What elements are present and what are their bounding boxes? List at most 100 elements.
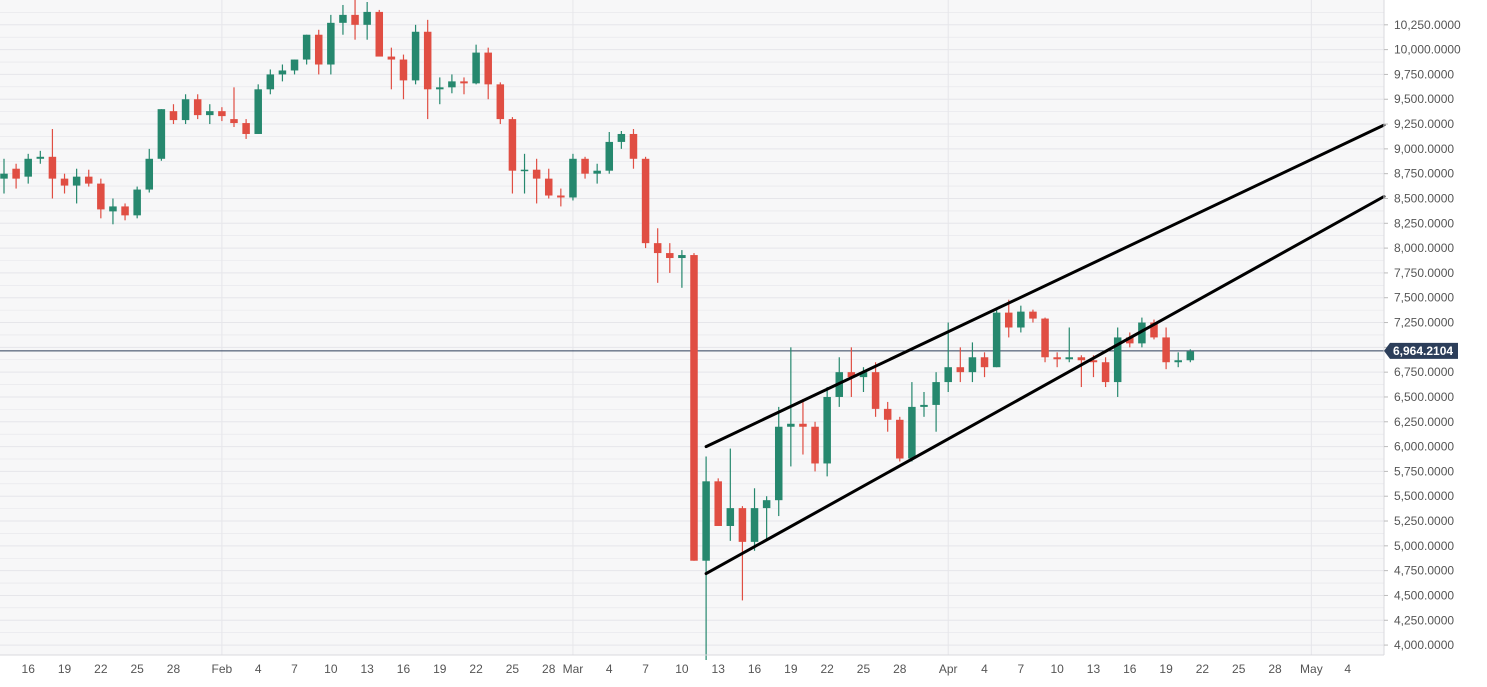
y-tick-label: 4,250.0000 <box>1394 613 1454 627</box>
x-tick-label: 16 <box>397 662 411 676</box>
candle <box>823 387 831 477</box>
y-axis: 10,250.0000 10,000.0000 9,750.0000 9,500.00… <box>1383 0 1461 655</box>
candle-body <box>1162 337 1170 363</box>
candle-body <box>1004 312 1013 328</box>
candle-body <box>774 426 783 501</box>
candle <box>351 0 359 40</box>
y-tick-label: 10,000.0000 <box>1394 43 1461 57</box>
candle-body <box>193 99 202 116</box>
candle <box>399 54 408 100</box>
candle <box>72 168 81 204</box>
x-axis: 16 19 22 25 28 Feb 4 7 10 13 16 19 22 25 28 Mar 4 7 10 13 16… <box>0 654 1384 676</box>
x-tick-label: 25 <box>857 662 871 676</box>
candle <box>423 19 432 120</box>
candle-body <box>871 372 880 409</box>
candle <box>1174 352 1182 368</box>
candle-body <box>84 176 93 184</box>
candle <box>1126 332 1134 348</box>
candle <box>992 307 1001 368</box>
candle-body <box>1065 357 1074 360</box>
candle-body <box>544 178 553 196</box>
candle <box>290 59 299 75</box>
x-tick-label: 22 <box>94 662 108 676</box>
candle <box>774 406 783 517</box>
candle <box>1101 357 1110 388</box>
candle <box>254 84 262 134</box>
candle-body <box>787 423 795 427</box>
candle-body <box>363 11 371 25</box>
candle-body <box>653 243 662 254</box>
candle-body <box>847 372 856 378</box>
y-tick-label: 5,250.0000 <box>1394 514 1454 528</box>
x-tick-label: 7 <box>1017 662 1024 676</box>
candle <box>520 153 529 194</box>
x-tick-label: 13 <box>712 662 726 676</box>
candle-body <box>496 84 505 120</box>
candle-body <box>1089 360 1098 363</box>
trendline[interactable] <box>704 195 1386 576</box>
y-tick-label: 10,250.0000 <box>1394 18 1461 32</box>
candle-body <box>678 255 686 259</box>
candle <box>266 69 275 95</box>
candle <box>193 94 202 120</box>
candle-body <box>1077 357 1086 361</box>
candle <box>133 186 141 219</box>
candle <box>1162 327 1170 370</box>
candle <box>97 178 105 219</box>
price-tag-background <box>1384 342 1458 359</box>
x-tick-label: 19 <box>433 662 447 676</box>
x-tick-label: 4 <box>606 662 613 676</box>
candle <box>375 9 384 57</box>
y-tick-label: 7,250.0000 <box>1394 316 1454 330</box>
candle-body <box>896 419 904 459</box>
x-tick-label: Feb <box>212 662 233 676</box>
trendline[interactable] <box>704 123 1386 449</box>
candle-body <box>641 158 650 244</box>
x-tick-label: 28 <box>893 662 907 676</box>
candle <box>544 168 553 199</box>
candle-body <box>1017 311 1025 328</box>
candle-body <box>206 111 214 116</box>
candle <box>871 362 880 417</box>
candle-body <box>436 87 444 90</box>
candle-body <box>738 508 747 542</box>
candle <box>230 87 238 128</box>
candle <box>60 173 69 194</box>
candle <box>1017 305 1025 333</box>
x-tick-label: 13 <box>360 662 374 676</box>
candle <box>811 421 819 472</box>
candle-body <box>726 508 735 526</box>
x-tick-label: 4 <box>255 662 262 676</box>
candle-body <box>460 81 468 84</box>
candle-body <box>327 22 335 65</box>
candle <box>799 398 807 455</box>
x-tick-label: 22 <box>820 662 834 676</box>
candle <box>678 250 686 288</box>
y-tick-label: 4,000.0000 <box>1394 638 1454 652</box>
candle <box>448 74 456 94</box>
x-tick-label: 19 <box>58 662 72 676</box>
candle-body <box>908 406 916 459</box>
candle <box>629 129 638 169</box>
y-tick-label: 6,750.0000 <box>1394 365 1454 379</box>
candle <box>557 188 565 207</box>
y-tick-label: 8,000.0000 <box>1394 241 1454 255</box>
candle-body <box>230 119 238 124</box>
y-tick-label: 4,750.0000 <box>1394 564 1454 578</box>
candle <box>484 47 492 100</box>
candle <box>1113 327 1122 397</box>
candle <box>896 416 904 462</box>
candle-body <box>920 404 928 407</box>
x-tick-label: 13 <box>1087 662 1101 676</box>
candle <box>1065 327 1074 363</box>
candle-body <box>411 31 420 81</box>
candle-body <box>714 481 722 526</box>
candle-body <box>12 168 20 179</box>
candle <box>327 14 335 75</box>
candle <box>762 496 771 541</box>
y-tick-label: 5,000.0000 <box>1394 539 1454 553</box>
candle-body <box>629 133 638 159</box>
x-tick-label: 7 <box>642 662 649 676</box>
x-tick-label: 10 <box>1050 662 1064 676</box>
x-tick-label: Mar <box>563 662 584 676</box>
